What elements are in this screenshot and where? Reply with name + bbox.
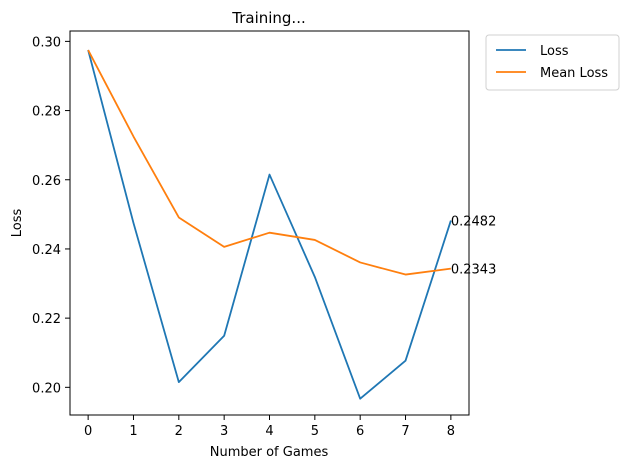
y-tick-label: 0.26 <box>32 174 61 189</box>
x-axis: 0 1 2 3 4 5 6 7 8 <box>84 415 455 439</box>
legend-label-loss: Loss <box>540 44 569 59</box>
end-value-label-mean-loss: 0.2343 <box>451 263 497 278</box>
y-tick-label: 0.30 <box>32 35 61 50</box>
plot-frame <box>69 30 470 416</box>
x-tick-label: 6 <box>356 424 364 439</box>
chart-title: Training... <box>231 9 306 27</box>
x-tick-label: 8 <box>447 424 455 439</box>
series-line-mean-loss <box>87 49 451 276</box>
y-axis-label: Loss <box>10 209 25 238</box>
end-labels: 0.2482 0.2343 <box>451 215 497 278</box>
x-tick-label: 5 <box>311 424 319 439</box>
y-tick-label: 0.22 <box>32 312 61 327</box>
end-value-label-loss: 0.2482 <box>451 215 497 230</box>
x-tick-label: 4 <box>265 424 273 439</box>
x-tick-label: 0 <box>84 424 92 439</box>
x-tick-label: 7 <box>401 424 409 439</box>
x-tick-label: 3 <box>220 424 228 439</box>
y-axis: 0.20 0.22 0.24 0.26 0.28 0.30 <box>32 35 70 396</box>
y-tick-label: 0.20 <box>32 381 61 396</box>
y-tick-label: 0.28 <box>32 105 61 120</box>
legend-label-mean-loss: Mean Loss <box>540 66 608 81</box>
x-axis-label: Number of Games <box>210 445 329 460</box>
legend: Loss Mean Loss <box>485 34 620 91</box>
series-line-loss <box>87 49 452 400</box>
y-tick-label: 0.24 <box>32 243 61 258</box>
x-tick-label: 1 <box>129 424 137 439</box>
legend-box <box>485 34 620 91</box>
x-tick-label: 2 <box>175 424 183 439</box>
series-lines <box>87 49 452 400</box>
